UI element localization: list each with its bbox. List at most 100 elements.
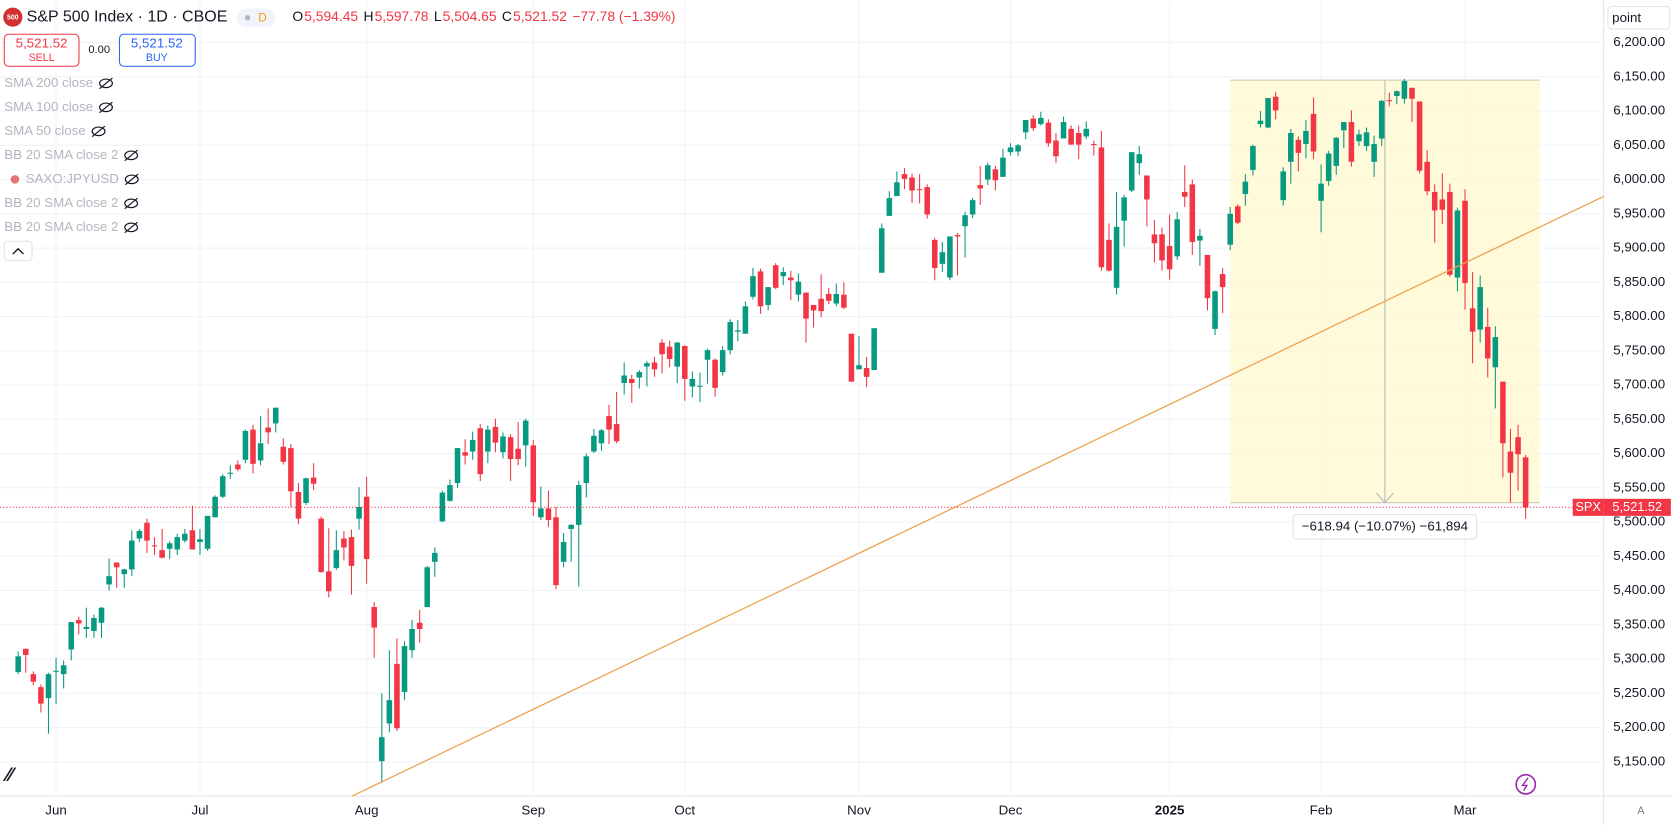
candle-body [1288, 133, 1294, 162]
candle-body [1212, 291, 1218, 329]
collapse-button[interactable] [3, 240, 33, 261]
badge-dot [244, 15, 251, 21]
candle-body [553, 517, 559, 586]
candle-body [189, 530, 196, 550]
ohlc-label: C [502, 8, 512, 24]
x-tick-label: Sep [521, 803, 545, 818]
y-tick-label: 5,150.00 [1613, 753, 1665, 768]
candle-body [288, 448, 294, 492]
auto-scale[interactable]: A [1637, 805, 1645, 817]
y-tick-label: 5,500.00 [1613, 514, 1665, 529]
candle-body [454, 448, 461, 484]
trend-line[interactable] [351, 195, 1604, 797]
x-tick-label: Dec [999, 803, 1023, 818]
candle-body [742, 306, 749, 334]
candle-body [1219, 274, 1226, 288]
candle-body [1280, 171, 1286, 201]
candle-body [871, 328, 877, 371]
candle-body [598, 430, 605, 444]
candle-body [545, 508, 552, 521]
candle-body [371, 607, 377, 628]
candle-body [977, 185, 983, 189]
y-tick-label: 5,700.00 [1613, 377, 1665, 392]
candle-body [1484, 326, 1491, 359]
visibility-icon[interactable] [124, 198, 139, 209]
y-tick-label: 5,450.00 [1613, 548, 1665, 563]
candle-body [522, 420, 529, 446]
indicator-label: SMA 100 close [4, 99, 93, 114]
y-tick-label: 5,800.00 [1613, 308, 1665, 323]
candle-body [704, 350, 711, 360]
candle-body [1272, 96, 1279, 111]
candle-body [1007, 147, 1014, 153]
candle-body [197, 539, 203, 542]
candle-body [1038, 117, 1044, 125]
candle-body [1492, 337, 1499, 368]
change: −77.78 (−1.39%) [572, 8, 675, 24]
candle-body [318, 518, 324, 573]
candle-body [166, 543, 173, 549]
candle-body [1333, 137, 1340, 166]
y-tick-label: 5,200.00 [1613, 719, 1665, 734]
scale-mode[interactable] [1607, 5, 1671, 30]
visibility-slash [91, 125, 106, 138]
candle-body [841, 294, 847, 308]
candle-body [1462, 200, 1468, 284]
candle-body [182, 533, 188, 541]
candle-body [1341, 122, 1347, 131]
candle-body [242, 430, 249, 460]
candle-body [1265, 98, 1271, 128]
candle-body [447, 485, 453, 501]
buy-button[interactable] [118, 33, 196, 67]
price-tag [1603, 498, 1671, 516]
visibility-slash [124, 173, 139, 186]
candle-body [666, 346, 673, 360]
candle-body [1318, 183, 1324, 201]
candle-body [151, 545, 158, 547]
candle-body [462, 452, 468, 456]
visibility-icon[interactable] [124, 150, 139, 161]
candle-body [386, 700, 393, 724]
visibility-icon[interactable] [124, 222, 139, 233]
candle-body [1386, 100, 1393, 102]
candle-body [204, 515, 211, 549]
candle-body [310, 477, 317, 484]
visibility-icon[interactable] [98, 78, 113, 89]
sell-button[interactable] [3, 33, 80, 67]
candle-body [1469, 308, 1476, 332]
ohlc-value: 5,504.65 [443, 8, 497, 24]
ohlc-label: H [363, 8, 373, 24]
candle-body [295, 491, 302, 519]
lightning-icon [1521, 777, 1529, 792]
candle-body [121, 569, 128, 575]
candle-body [651, 362, 658, 370]
indicator-label: SMA 50 close [4, 123, 86, 138]
candle-body [1197, 235, 1203, 241]
symbol-title[interactable]: S&P 500 Index · 1D · CBOE [27, 8, 228, 25]
candle-body [1098, 147, 1105, 268]
y-tick-label: 6,050.00 [1613, 137, 1665, 152]
price-tag-text: 5,521.52 [1612, 499, 1662, 514]
y-tick-label: 5,750.00 [1613, 342, 1665, 357]
candle-body [727, 322, 734, 351]
y-tick-label: 5,300.00 [1613, 651, 1665, 666]
visibility-slash [99, 101, 113, 114]
candle-body [1242, 181, 1249, 194]
candle-body [1174, 219, 1180, 257]
candle-body [1189, 184, 1196, 242]
candle-body [45, 674, 52, 699]
x-tick-label: Jun [45, 803, 67, 818]
candle-body [1439, 199, 1446, 210]
candle-body [538, 508, 544, 518]
visibility-icon[interactable] [91, 126, 106, 137]
candle-body [219, 476, 226, 497]
lightning-button[interactable] [1515, 773, 1537, 795]
visibility-icon[interactable] [98, 102, 113, 113]
candle-body [757, 271, 764, 307]
candle-body [1477, 287, 1483, 330]
visibility-icon[interactable] [124, 174, 139, 185]
candle-body [613, 424, 620, 442]
y-tick-label: 5,350.00 [1613, 616, 1665, 631]
candle-body [492, 426, 499, 443]
